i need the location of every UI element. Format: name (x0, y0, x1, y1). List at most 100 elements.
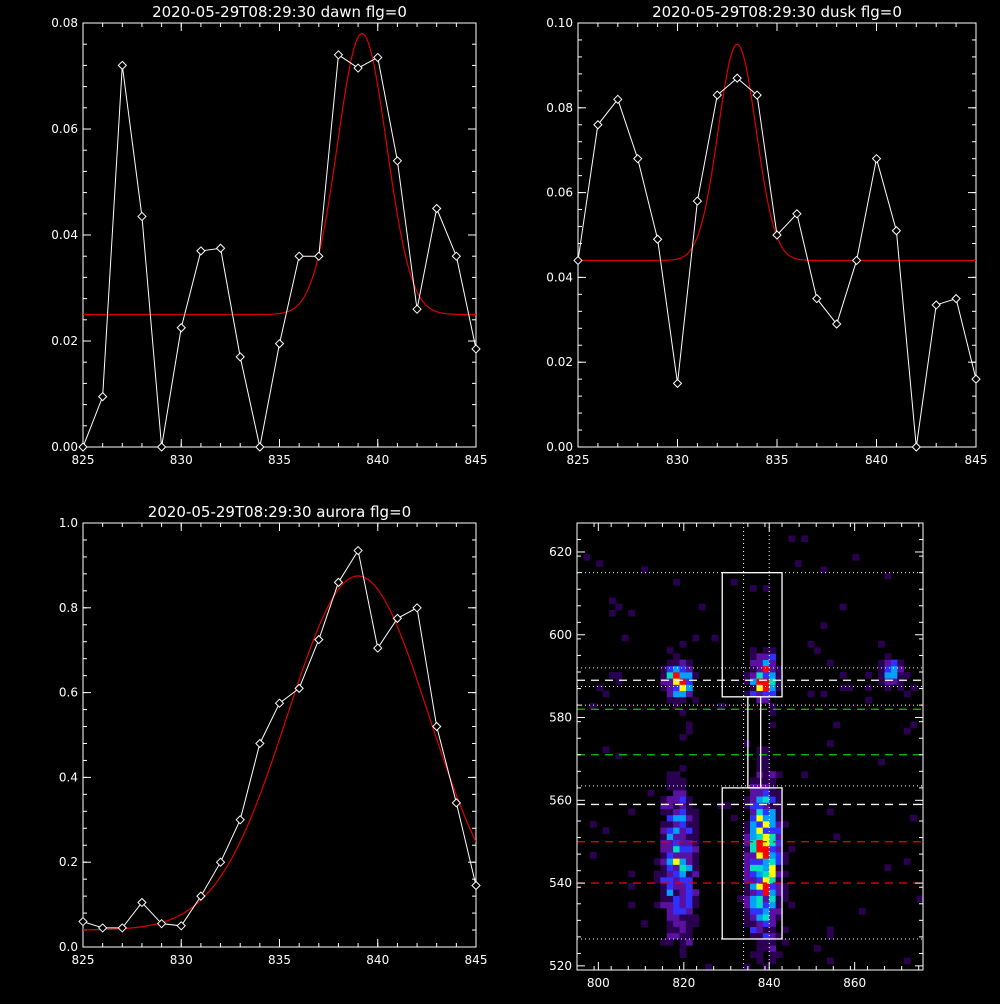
heatmap-cell (762, 665, 770, 673)
data-point (911, 442, 922, 452)
heatmap-cell (782, 926, 789, 934)
heatmap-cell (602, 690, 610, 698)
heatmap-cell (673, 827, 680, 834)
heatmap-cell (910, 721, 917, 729)
heatmap-cell (660, 833, 668, 841)
heatmap-cell (673, 932, 680, 940)
heatmap-cell (756, 883, 764, 890)
heatmap-cell (890, 659, 898, 667)
heatmap-cell (647, 789, 655, 797)
heatmap-cell (685, 926, 693, 934)
heatmap-cell (762, 920, 770, 927)
heatmap-cell (666, 777, 674, 785)
heatmap-cell (775, 821, 783, 828)
heatmap-cell (679, 901, 687, 909)
heatmap-cell (673, 578, 680, 586)
heatmap-cell (666, 864, 674, 872)
heatmap-cell (660, 821, 668, 828)
data-point (156, 442, 167, 452)
heatmap-cell (769, 827, 777, 834)
heatmap-cell (685, 864, 693, 872)
heatmap-cell (692, 814, 700, 822)
y-tick-label: 0.06 (51, 122, 78, 136)
heatmap-cell (673, 808, 680, 816)
heatmap-cell (666, 839, 674, 847)
heatmap-cell (756, 665, 764, 673)
data-point (176, 323, 186, 333)
data-point (373, 643, 383, 653)
heatmap-cell (679, 876, 687, 884)
heatmap-cell (775, 870, 783, 878)
heatmap-cell (666, 895, 674, 903)
heatmap-cell (692, 696, 700, 704)
heatmap-cell (685, 907, 693, 915)
heatmap-cell (653, 901, 661, 909)
y-tick-label: 540 (549, 876, 572, 890)
heatmap-cell (769, 945, 777, 952)
heatmap-cell (692, 852, 700, 859)
heatmap-cell (762, 938, 770, 946)
x-tick-label: 845 (465, 953, 488, 967)
x-tick-label: 830 (170, 453, 193, 467)
heatmap-cell (762, 907, 770, 915)
heatmap-cell (750, 653, 757, 660)
heatmap-cell (762, 870, 770, 878)
heatmap-cell (660, 870, 668, 878)
data-point (78, 916, 88, 927)
heatmap-cell (756, 951, 764, 958)
heatmap-cell (679, 783, 687, 791)
panel-aurora: 2020-05-29T08:29:30 aurora flg=0 825 830 83… (59, 503, 488, 967)
heatmap-cell (730, 578, 738, 586)
heatmap-cell (878, 758, 885, 766)
heatmap-cell (756, 895, 764, 903)
heatmap-cell (833, 833, 841, 841)
y-tick-label: 0.4 (59, 770, 78, 784)
data-point (97, 391, 108, 402)
heatmap-cell (666, 821, 674, 828)
heatmap-cell (884, 572, 892, 580)
heatmap-cell (743, 833, 751, 841)
heatmap-cell (685, 839, 693, 847)
heatmap-cell (685, 870, 693, 878)
heatmap-cell (692, 808, 700, 816)
heatmap-cell (750, 932, 757, 940)
heatmap-cell (775, 914, 783, 921)
heatmap-cell (897, 665, 905, 673)
heatmap-cell (756, 758, 764, 766)
y-tick-label: 0.8 (59, 601, 78, 615)
heatmap-cell (743, 672, 751, 679)
heatmap-cell (756, 932, 764, 940)
data-point (215, 857, 226, 867)
heatmap-cell (685, 920, 693, 927)
heatmap-cell (756, 777, 764, 785)
heatmap-cell (679, 858, 687, 865)
heatmap-cell (660, 802, 668, 809)
heatmap-cell (660, 864, 668, 872)
heatmap-cell (884, 684, 892, 692)
heatmap-cell (750, 920, 757, 927)
heatmap-cell (756, 746, 764, 754)
heatmap-cell (679, 839, 687, 847)
y-tick-label: 0.00 (51, 440, 78, 454)
data-point (593, 120, 603, 130)
heatmap-cell (743, 889, 751, 896)
heatmap-cell (685, 901, 693, 909)
heatmap-cell (750, 852, 757, 859)
data-point (732, 73, 742, 83)
heatmap-cell (621, 634, 629, 642)
heatmap-cell (782, 883, 789, 890)
data-point (235, 352, 245, 362)
heatmap-cell (673, 653, 680, 660)
heatmap-cell (769, 777, 777, 785)
heatmap-cell (769, 833, 777, 841)
heatmap-cell (679, 684, 687, 692)
heatmap-cell (750, 647, 757, 654)
y-tick-label: 520 (549, 959, 572, 973)
heatmap-cell (711, 634, 719, 642)
heatmap-cell (685, 665, 693, 673)
heatmap-cell (685, 889, 693, 896)
heatmap-cell (743, 821, 751, 828)
heatmap-cell (685, 808, 693, 816)
heatmap-cell (666, 883, 674, 890)
